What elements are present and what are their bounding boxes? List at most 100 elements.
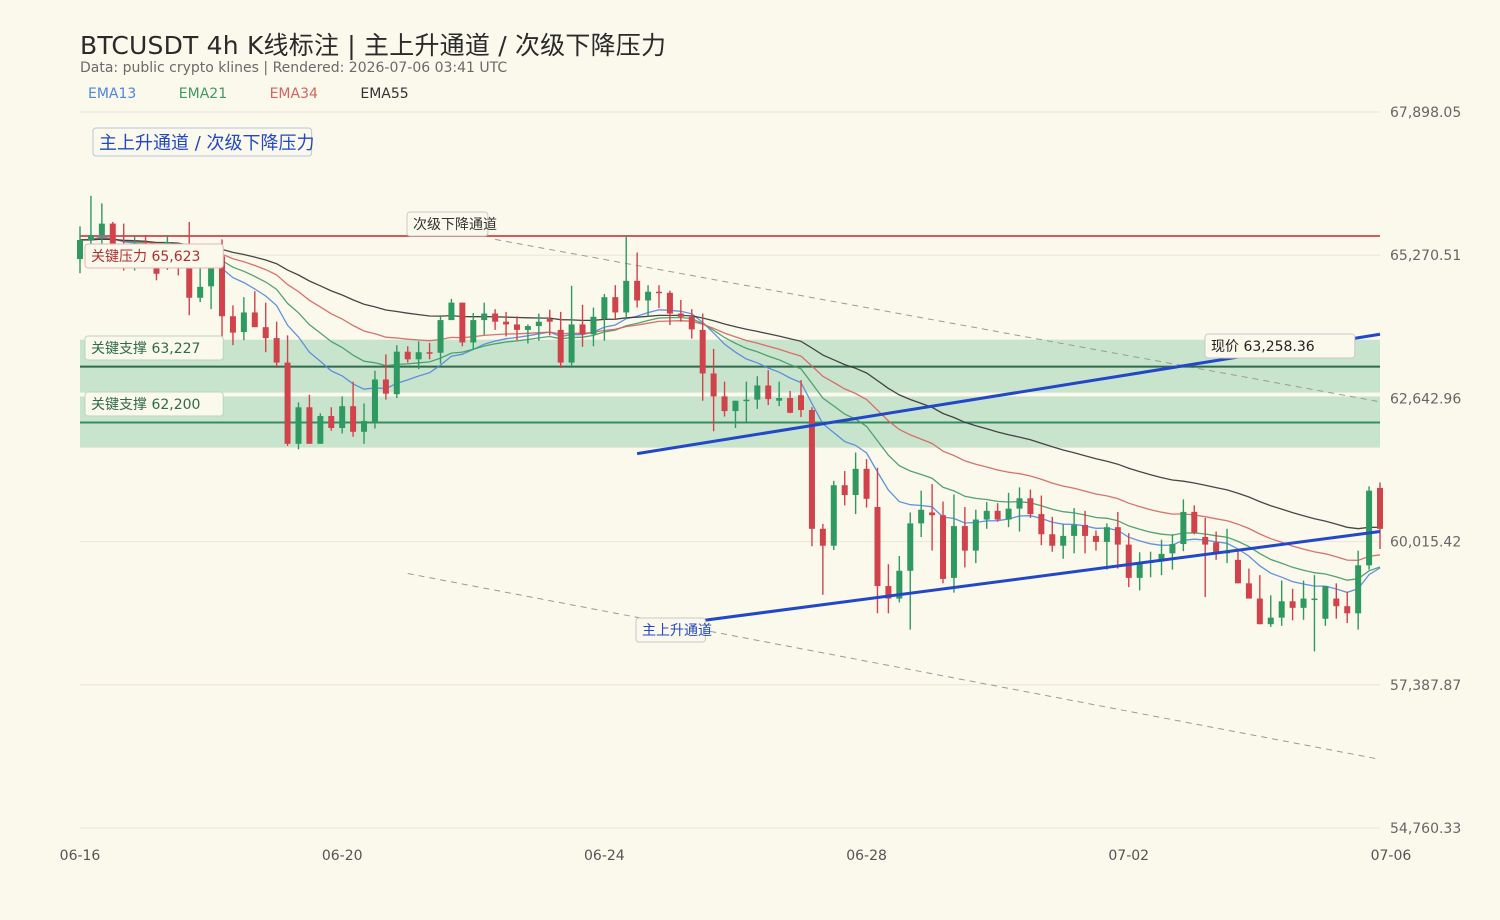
price-label: 现价 63,258.36 [1204, 333, 1356, 359]
y-tick-label: 57,387.87 [1390, 678, 1461, 694]
candle-body [1202, 536, 1209, 545]
candle-body [459, 302, 466, 343]
candle-body [1114, 527, 1121, 545]
candle-body [918, 509, 925, 524]
candle-body [317, 416, 324, 444]
candle-body [1016, 498, 1023, 509]
candle-body [568, 324, 575, 363]
candle-body [404, 351, 411, 360]
candle-body [481, 313, 488, 321]
candle-body [524, 326, 531, 330]
candle-body [721, 396, 728, 412]
sub-channel-label-text: 次级下降通道 [413, 217, 497, 233]
candle-body [699, 329, 706, 374]
candle-body [634, 280, 641, 301]
candle-body [1082, 525, 1089, 536]
candle-body [503, 321, 510, 325]
ema21-line [79, 237, 1381, 581]
candle-body [983, 510, 990, 520]
candle-body [666, 292, 673, 314]
candle-body [339, 406, 346, 428]
candle-body [437, 320, 444, 353]
ema34-line [79, 238, 1381, 562]
candle-body [1234, 559, 1241, 584]
sub-channel-line [407, 573, 1381, 760]
candle-body [819, 528, 826, 546]
candle-body [1311, 598, 1318, 601]
legend: EMA13 EMA21 EMA34 EMA55 [88, 86, 447, 102]
candle-body [612, 297, 619, 313]
y-tick-label: 67,898.05 [1390, 105, 1461, 121]
x-tick-label: 06-20 [322, 848, 363, 864]
main-channel-label-box [635, 617, 706, 643]
candle-body [1333, 598, 1340, 607]
x-tick-label: 07-02 [1108, 848, 1149, 864]
candle-body [1169, 544, 1176, 554]
x-tick-label: 06-28 [846, 848, 887, 864]
candle-body [765, 385, 772, 400]
candle-body [492, 313, 499, 322]
candle-body [961, 526, 968, 551]
candle-body [590, 316, 597, 335]
candle-body [1355, 565, 1362, 614]
candle-body [688, 316, 695, 330]
candle-body [994, 510, 1001, 520]
candle-body [1377, 487, 1383, 529]
candle-body [273, 338, 280, 363]
candle-body [1049, 534, 1056, 546]
main-channel-label: 主上升通道 [635, 617, 712, 643]
resistance-label: 关键压力 65,623 [84, 243, 224, 269]
annotation-box-title-box [92, 127, 313, 157]
candle-body [1092, 535, 1099, 542]
candle-body [645, 291, 652, 301]
candle-body [328, 416, 335, 428]
candle-body [448, 302, 455, 321]
candle-body [579, 324, 586, 335]
support1-label: 关键支撑 63,227 [84, 335, 224, 361]
chart-subtitle: Data: public crypto klines | Rendered: 2… [80, 60, 508, 76]
annotation-box-title: 主上升通道 / 次级下降压力 [92, 127, 315, 157]
ema55-line [79, 238, 1381, 530]
candle-body [284, 362, 291, 444]
x-tick-label: 06-16 [60, 848, 101, 864]
candle-body [1191, 511, 1198, 533]
candle-body [1256, 598, 1263, 625]
candle-body [1267, 617, 1274, 625]
candle-body [186, 259, 193, 298]
candle-body [1038, 514, 1045, 535]
candle-body [1300, 598, 1307, 608]
candle-body [907, 523, 914, 571]
x-tick-label: 06-24 [584, 848, 625, 864]
candle-body [732, 400, 739, 412]
candle-body [623, 280, 630, 313]
sub-channel-label-box [406, 211, 489, 237]
candle-body [852, 468, 859, 496]
candle-body [1245, 583, 1252, 599]
candle-body [874, 507, 881, 587]
legend-ema21: EMA21 [178, 86, 228, 102]
chart-title: BTCUSDT 4h K线标注 | 主上升通道 / 次级下降压力 [80, 31, 667, 60]
candle-body [1027, 498, 1034, 515]
candle-body [885, 586, 892, 599]
candle-body [535, 321, 542, 327]
candle-body [197, 286, 204, 298]
candle-body [1071, 525, 1078, 536]
support2-label-box [84, 391, 224, 417]
candle-body [262, 327, 269, 339]
candle-body [470, 320, 477, 343]
candle-body [361, 420, 368, 432]
candle-body [841, 485, 848, 496]
x-tick-label: 07-06 [1371, 848, 1412, 864]
candle-body [601, 297, 608, 319]
legend-ema55: EMA55 [360, 86, 409, 102]
annotation-box-title-text: 主上升通道 / 次级下降压力 [99, 133, 315, 154]
candle-body [1180, 511, 1187, 545]
candle-body [109, 223, 116, 249]
candle-body [1103, 527, 1110, 542]
candle-body [1278, 601, 1285, 618]
main-channel-label-text: 主上升通道 [642, 623, 712, 639]
candle-body [306, 407, 313, 444]
candle-body [251, 312, 258, 328]
candle-body [655, 291, 662, 294]
candle-body [798, 395, 805, 411]
